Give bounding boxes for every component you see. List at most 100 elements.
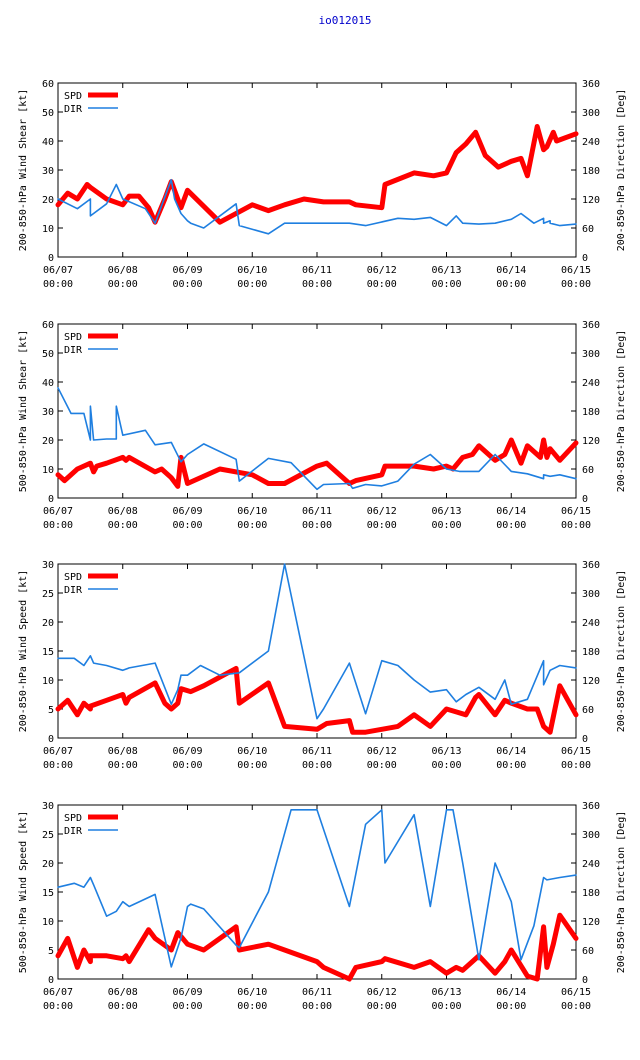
legend-label-spd: SPD bbox=[64, 572, 82, 583]
y2-tick-label: 360 bbox=[582, 320, 600, 331]
panel-1 bbox=[55, 82, 579, 258]
y2-tick-label: 180 bbox=[582, 166, 600, 177]
dir-series-line bbox=[57, 808, 577, 968]
y2-tick-label: 0 bbox=[582, 253, 588, 264]
dir-series-line bbox=[57, 386, 577, 491]
x-tick-date-label: 06/09 bbox=[172, 265, 202, 276]
y-tick-label: 10 bbox=[42, 676, 54, 687]
x-tick-time-label: 00:00 bbox=[367, 520, 397, 531]
y2-tick-label: 0 bbox=[582, 494, 588, 505]
y-axis-label: 500-850-hPa Wind Shear [kt] bbox=[18, 330, 29, 493]
x-tick-time-label: 00:00 bbox=[561, 279, 591, 290]
panel-2 bbox=[55, 323, 579, 499]
x-tick-time-label: 00:00 bbox=[367, 760, 397, 771]
spd-series-line bbox=[55, 665, 579, 735]
legend-label-dir: DIR bbox=[64, 826, 83, 837]
x-tick-time-label: 00:00 bbox=[496, 279, 526, 290]
x-tick-date-label: 06/13 bbox=[431, 987, 461, 998]
x-tick-time-label: 00:00 bbox=[431, 1001, 461, 1012]
x-tick-time-label: 00:00 bbox=[431, 279, 461, 290]
y-tick-label: 30 bbox=[42, 166, 54, 177]
y2-tick-label: 240 bbox=[582, 378, 600, 389]
x-tick-time-label: 00:00 bbox=[172, 1001, 202, 1012]
y-tick-label: 20 bbox=[42, 859, 54, 870]
x-tick-date-label: 06/14 bbox=[496, 987, 526, 998]
x-tick-date-label: 06/07 bbox=[43, 506, 73, 517]
legend-label-dir: DIR bbox=[64, 345, 83, 356]
x-tick-time-label: 00:00 bbox=[431, 760, 461, 771]
x-tick-date-label: 06/13 bbox=[431, 506, 461, 517]
y-tick-label: 40 bbox=[42, 378, 54, 389]
y-tick-label: 20 bbox=[42, 195, 54, 206]
x-tick-date-label: 06/09 bbox=[172, 987, 202, 998]
x-tick-time-label: 00:00 bbox=[302, 520, 332, 531]
x-tick-time-label: 00:00 bbox=[431, 520, 461, 531]
y2-tick-label: 180 bbox=[582, 647, 600, 658]
y-tick-label: 50 bbox=[42, 349, 54, 360]
y-tick-label: 0 bbox=[48, 975, 54, 986]
x-tick-date-label: 06/14 bbox=[496, 506, 526, 517]
plot-frame bbox=[57, 323, 577, 499]
x-tick-time-label: 00:00 bbox=[561, 760, 591, 771]
y-tick-label: 10 bbox=[42, 917, 54, 928]
y-axis-label: 500-850-hPa Wind Speed [kt] bbox=[18, 811, 29, 974]
panel-4 bbox=[55, 804, 579, 982]
y-axis-label: 200-850-hPa Wind Shear [kt] bbox=[18, 89, 29, 252]
y-tick-label: 15 bbox=[42, 888, 54, 899]
x-tick-date-label: 06/12 bbox=[367, 265, 397, 276]
y2-axis-label: 200-850-hPa Direction [Deg] bbox=[616, 89, 627, 252]
y2-tick-label: 120 bbox=[582, 436, 600, 447]
x-tick-time-label: 00:00 bbox=[496, 760, 526, 771]
x-tick-date-label: 06/14 bbox=[496, 746, 526, 757]
x-tick-time-label: 00:00 bbox=[172, 279, 202, 290]
x-tick-time-label: 00:00 bbox=[237, 520, 267, 531]
legend-label-spd: SPD bbox=[64, 813, 82, 824]
y-tick-label: 10 bbox=[42, 224, 54, 235]
y-tick-label: 20 bbox=[42, 436, 54, 447]
x-tick-time-label: 00:00 bbox=[561, 520, 591, 531]
x-tick-date-label: 06/14 bbox=[496, 265, 526, 276]
x-tick-time-label: 00:00 bbox=[237, 1001, 267, 1012]
y2-tick-label: 0 bbox=[582, 734, 588, 745]
y2-tick-label: 360 bbox=[582, 801, 600, 812]
x-tick-date-label: 06/15 bbox=[561, 987, 591, 998]
figure-title: io012015 bbox=[319, 14, 372, 27]
y2-axis-label: 200-850-hPa Direction [Deg] bbox=[616, 570, 627, 733]
y2-tick-label: 120 bbox=[582, 676, 600, 687]
x-tick-time-label: 00:00 bbox=[302, 279, 332, 290]
x-tick-time-label: 00:00 bbox=[43, 520, 73, 531]
x-tick-date-label: 06/07 bbox=[43, 265, 73, 276]
y-tick-label: 30 bbox=[42, 560, 54, 571]
x-tick-date-label: 06/08 bbox=[108, 265, 138, 276]
y2-tick-label: 300 bbox=[582, 830, 600, 841]
x-tick-date-label: 06/08 bbox=[108, 987, 138, 998]
x-tick-time-label: 00:00 bbox=[43, 760, 73, 771]
x-tick-time-label: 00:00 bbox=[172, 760, 202, 771]
y-tick-label: 60 bbox=[42, 320, 54, 331]
x-tick-date-label: 06/09 bbox=[172, 746, 202, 757]
y2-tick-label: 60 bbox=[582, 946, 594, 957]
y-tick-label: 0 bbox=[48, 734, 54, 745]
x-tick-date-label: 06/15 bbox=[561, 506, 591, 517]
x-tick-date-label: 06/09 bbox=[172, 506, 202, 517]
y-tick-label: 30 bbox=[42, 801, 54, 812]
y-tick-label: 0 bbox=[48, 494, 54, 505]
x-tick-date-label: 06/07 bbox=[43, 987, 73, 998]
x-tick-time-label: 00:00 bbox=[302, 760, 332, 771]
y2-tick-label: 60 bbox=[582, 224, 594, 235]
y2-tick-label: 120 bbox=[582, 195, 600, 206]
y2-tick-label: 180 bbox=[582, 888, 600, 899]
y-tick-label: 0 bbox=[48, 253, 54, 264]
x-tick-date-label: 06/08 bbox=[108, 506, 138, 517]
x-tick-date-label: 06/10 bbox=[237, 506, 267, 517]
x-tick-date-label: 06/12 bbox=[367, 746, 397, 757]
x-tick-time-label: 00:00 bbox=[561, 1001, 591, 1012]
y2-tick-label: 300 bbox=[582, 349, 600, 360]
legend-label-spd: SPD bbox=[64, 332, 82, 343]
dir-series-line bbox=[57, 178, 577, 235]
y-tick-label: 20 bbox=[42, 618, 54, 629]
x-tick-date-label: 06/15 bbox=[561, 746, 591, 757]
x-tick-time-label: 00:00 bbox=[496, 520, 526, 531]
